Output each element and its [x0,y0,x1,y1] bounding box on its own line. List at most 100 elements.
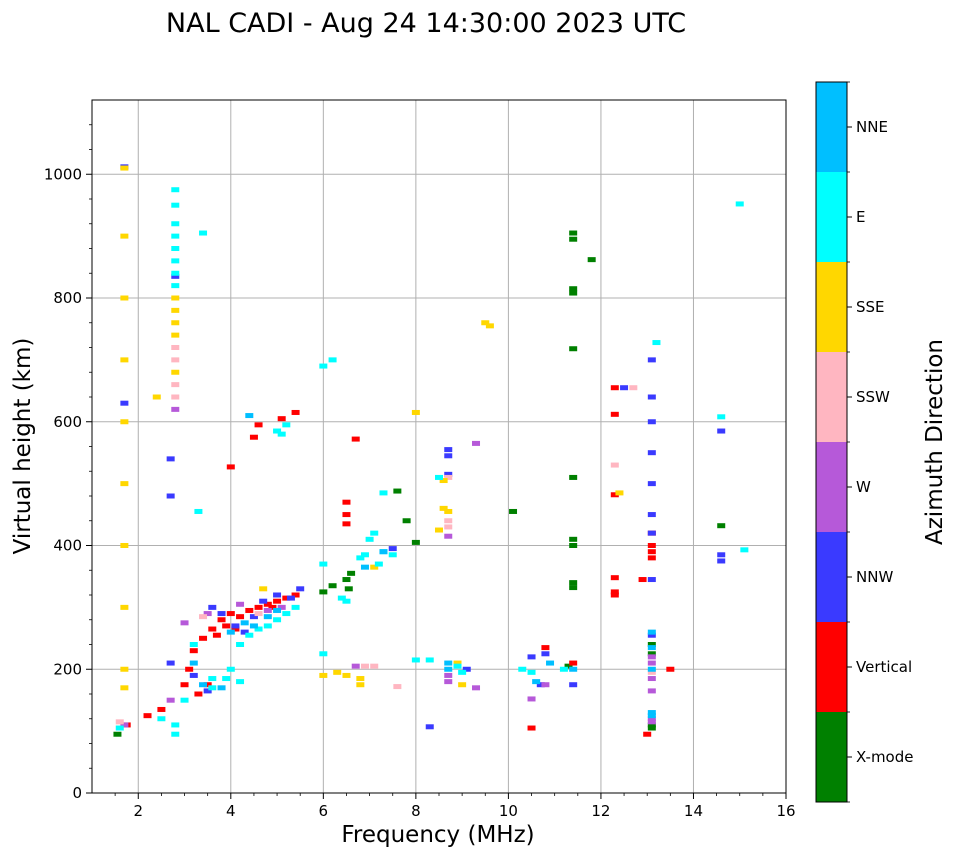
echo-mark [587,257,596,263]
echo-mark [647,512,656,518]
echo-mark [259,598,268,604]
colorbar: X-mode Vertical NNW W SSW SSE E NNE [815,81,913,803]
x-tick-label: 12 [591,802,610,820]
echo-mark [245,632,254,638]
echo-mark [342,499,351,505]
echo-mark [610,589,619,595]
echo-mark [217,685,226,691]
echo-mark [652,340,661,346]
echo-mark [166,456,175,462]
echo-mark [282,595,291,601]
echo-mark [328,583,337,589]
echo-mark [356,676,365,682]
y-tick-label: 400 [53,537,82,555]
echo-mark [180,620,189,626]
echo-mark [435,474,443,480]
echo-mark [342,598,351,604]
echo-mark [171,258,180,264]
echo-mark [569,543,578,548]
echo-mark [647,394,656,400]
colorbar-segment [816,352,847,442]
echo-mark [453,663,462,669]
colorbar-label: Azimuth Direction [922,339,948,545]
echo-mark [365,536,374,542]
echo-mark [208,604,217,610]
echo-mark [171,406,180,412]
echo-mark [360,663,369,669]
echo-mark [171,722,180,728]
colorbar-tick-label: NNW [856,568,893,586]
echo-mark [120,666,129,672]
echo-mark [444,524,453,530]
echo-mark [217,611,226,617]
echo-mark [226,464,235,470]
echo-mark [240,620,249,626]
echo-mark [254,626,263,632]
echo-mark [393,488,402,494]
echo-mark [541,651,550,657]
echo-mark [647,669,656,675]
chart-title: NAL CADI - Aug 24 14:30:00 2023 UTC [166,8,686,39]
series-e [115,187,749,737]
colorbar-segment [816,442,847,532]
series-ssw [115,345,656,725]
echo-mark [647,722,656,728]
echo-mark [370,663,379,669]
echo-mark [166,493,175,499]
echo-mark [152,394,161,400]
echo-mark [638,577,647,583]
echo-mark [647,719,656,725]
echo-mark [647,645,656,651]
echo-mark [120,481,129,487]
echo-mark [120,233,129,239]
x-tick-label: 14 [684,802,703,820]
y-tick-label: 1000 [44,165,82,183]
echo-mark [115,719,124,725]
echo-mark [273,428,282,434]
echo-mark [509,508,518,514]
echo-mark [647,530,656,536]
echo-mark [388,546,397,552]
echo-mark [245,413,254,419]
echo-mark [647,660,656,666]
echo-mark [647,654,656,660]
echo-mark [541,682,550,688]
echo-mark [273,607,282,613]
echo-mark [342,512,351,518]
echo-mark [203,611,212,617]
echo-mark [647,419,656,425]
x-axis-label: Frequency (MHz) [341,822,534,848]
echo-mark [356,555,365,561]
echo-mark [189,660,198,666]
colorbar-segment [816,82,847,172]
echo-mark [444,666,453,672]
colorbar-tick-label: E [856,208,865,226]
colorbar-segment [816,622,847,712]
echo-mark [379,490,388,496]
echo-mark [120,685,129,691]
echo-mark [319,589,328,595]
echo-mark [647,481,656,487]
echo-mark [569,666,578,672]
echo-mark [212,632,221,638]
echo-mark [319,561,328,567]
echo-mark [647,450,656,456]
echo-mark [472,685,481,691]
echo-mark [291,592,300,598]
plot-background [92,100,786,793]
echo-mark [222,623,231,629]
colorbar-segment [816,262,847,352]
echo-mark [666,666,675,672]
echo-mark [425,657,434,663]
echo-mark [569,585,578,591]
echo-mark [458,669,467,675]
echo-mark [527,669,536,675]
echo-mark [444,508,453,514]
echo-mark [411,409,420,415]
colorbar-tick-label: NNE [856,118,888,136]
echo-mark [564,663,573,669]
echo-mark [226,629,235,635]
echo-mark [171,320,180,326]
echo-mark [379,549,388,555]
